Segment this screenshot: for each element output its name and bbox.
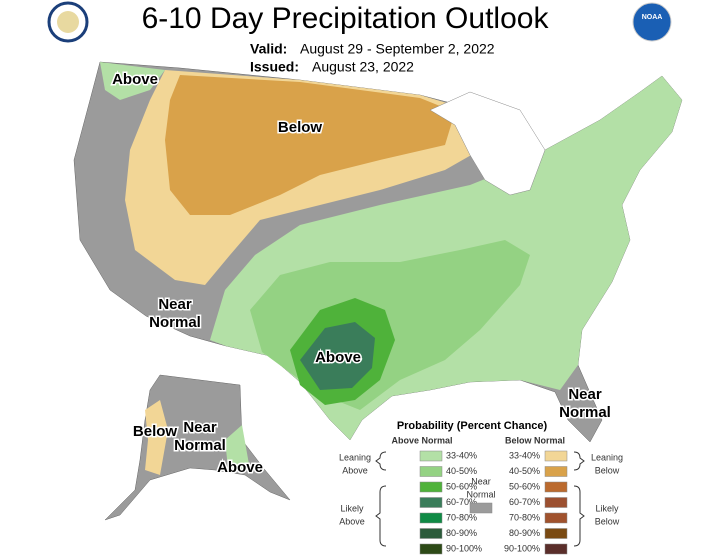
alaska-below: [145, 400, 168, 475]
legend-swatch: [544, 543, 568, 555]
legend-swatch: [419, 528, 443, 539]
legend-swatch: [419, 481, 443, 493]
legend-swatch: [469, 502, 493, 514]
legend-above-heading: Above Normal: [391, 435, 452, 445]
map-label: Normal: [149, 314, 201, 331]
legend-range: 60-70%: [509, 497, 540, 507]
legend-swatch: [544, 512, 568, 524]
legend-group-label: Near: [471, 476, 491, 486]
legend-swatch: [544, 481, 568, 493]
legend-swatch: [544, 466, 568, 477]
map-label: Below: [278, 119, 323, 136]
legend-range: 80-90%: [509, 528, 540, 538]
map-label: Near: [183, 419, 217, 436]
map-label: Near: [568, 386, 602, 403]
legend-below-heading: Below Normal: [505, 435, 565, 445]
issued-date: August 23, 2022: [312, 59, 414, 75]
map-label: Below: [133, 423, 178, 440]
noaa-logo-text: NOAA: [642, 14, 663, 21]
great-lakes: [429, 91, 546, 196]
map-label: Above: [112, 71, 158, 88]
map-label: Above: [315, 349, 361, 366]
legend-range: 50-60%: [509, 481, 540, 491]
legend-group-label: Leaning: [339, 452, 371, 462]
below-moderate: [165, 75, 455, 215]
legend-brace: [375, 451, 387, 471]
above-likely-dark: [300, 322, 375, 390]
legend-swatch: [419, 466, 443, 477]
valid-label: Valid:: [250, 41, 287, 57]
legend-brace: [573, 485, 585, 547]
legend-brace: [375, 485, 387, 547]
legend-group-label: Below: [595, 516, 620, 526]
valid-dates: August 29 - September 2, 2022: [300, 41, 495, 57]
legend-group-label: Below: [595, 465, 620, 475]
legend-swatch: [419, 512, 443, 524]
legend-range: 60-70%: [446, 497, 477, 507]
alaska-above: [225, 425, 250, 470]
legend-group-label: Leaning: [591, 452, 623, 462]
legend-brace: [573, 451, 585, 471]
legend-range: 90-100%: [504, 543, 540, 553]
legend-swatch: [544, 497, 568, 508]
noaa-logo: [632, 2, 672, 42]
above-northwest: [100, 62, 165, 100]
legend-range: 50-60%: [446, 481, 477, 491]
legend-range: 33-40%: [509, 450, 540, 460]
legend: 33-40% 40-50% 50-60% 60-70% 70-80% 80-90% 90-1…: [339, 450, 623, 555]
legend-range: 40-50%: [509, 466, 540, 476]
title: 6-10 Day Precipitation Outlook: [142, 2, 550, 35]
legend-swatch: [544, 528, 568, 539]
map-labels: AboveBelowNearNormalAboveNearNormalBelow…: [111, 69, 613, 477]
map-label: Normal: [559, 404, 611, 421]
issued-label: Issued:: [250, 59, 299, 75]
legend-group-label: Likely: [340, 503, 364, 513]
legend-group-label: Likely: [595, 503, 619, 513]
legend-swatch: [419, 450, 443, 462]
legend-range: 33-40%: [446, 450, 477, 460]
legend-range: 70-80%: [509, 512, 540, 522]
map-label: Normal: [174, 437, 226, 454]
legend-group-label: Above: [339, 516, 365, 526]
doc-seal-center: [57, 11, 79, 33]
legend-range: 90-100%: [446, 543, 482, 553]
legend-title: Probability (Percent Chance): [397, 420, 548, 432]
legend-group-label: Normal: [466, 489, 495, 499]
map-label: Near: [158, 296, 192, 313]
legend-range: 80-90%: [446, 528, 477, 538]
legend-group-label: Above: [342, 465, 368, 475]
legend-swatch: [419, 497, 443, 508]
legend-range: 70-80%: [446, 512, 477, 522]
legend-swatch: [419, 543, 443, 555]
map-label: Above: [217, 459, 263, 476]
legend-range: 40-50%: [446, 466, 477, 476]
legend-swatch: [544, 450, 568, 462]
